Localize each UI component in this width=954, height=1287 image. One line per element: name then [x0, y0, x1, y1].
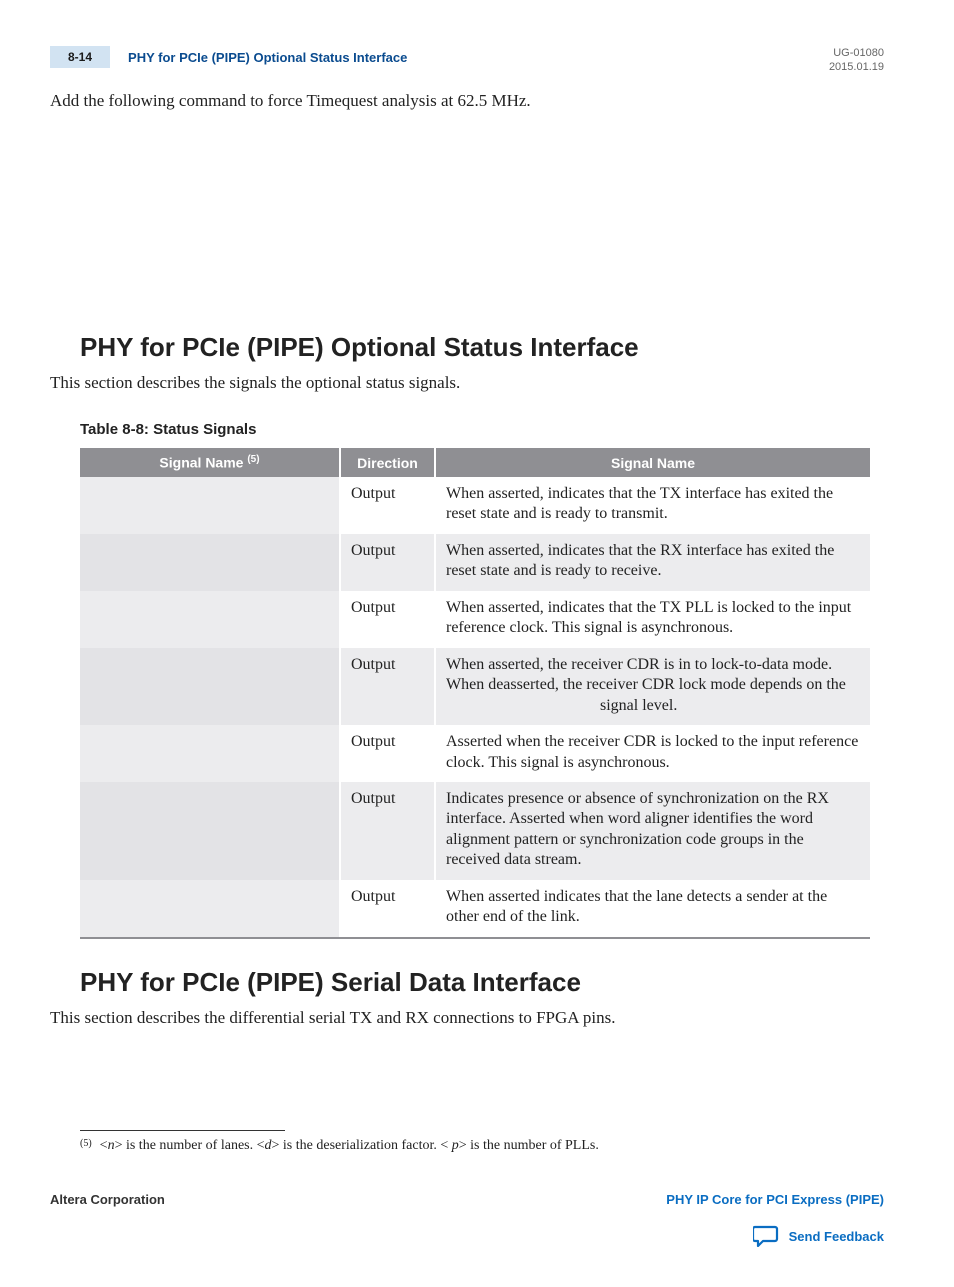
cell-description: When asserted, indicates that the TX PLL…: [435, 591, 870, 648]
footnote-rule: [80, 1130, 285, 1131]
cell-signal: [80, 477, 340, 534]
footer-corporation: Altera Corporation: [50, 1192, 165, 1207]
cell-signal: [80, 725, 340, 782]
section2-title: PHY for PCIe (PIPE) Serial Data Interfac…: [80, 967, 884, 998]
doc-date: 2015.01.19: [829, 60, 884, 74]
table-row: Output Indicates presence or absence of …: [80, 782, 870, 880]
cell-direction: Output: [340, 782, 435, 880]
cell-description: When asserted, indicates that the TX int…: [435, 477, 870, 534]
cell-signal: [80, 782, 340, 880]
cell-signal: [80, 591, 340, 648]
cell-description: When asserted indicates that the lane de…: [435, 880, 870, 937]
cell-direction: Output: [340, 534, 435, 591]
send-feedback-link[interactable]: Send Feedback: [789, 1229, 884, 1244]
cell-description: Indicates presence or absence of synchro…: [435, 782, 870, 880]
footnote-text: <n> is the number of lanes. <d> is the d…: [100, 1137, 599, 1159]
status-signals-table: Signal Name (5) Direction Signal Name Ou…: [80, 448, 870, 937]
table-row: Output When asserted indicates that the …: [80, 880, 870, 937]
cell-signal: [80, 648, 340, 725]
section1-title: PHY for PCIe (PIPE) Optional Status Inte…: [80, 332, 884, 363]
feedback-icon: [753, 1225, 779, 1247]
feedback-row: Send Feedback: [50, 1225, 884, 1247]
table-caption: Table 8-8: Status Signals: [80, 421, 884, 438]
table-header-row: Signal Name (5) Direction Signal Name: [80, 448, 870, 477]
table-bottom-rule: [80, 937, 870, 939]
cell-direction: Output: [340, 648, 435, 725]
col-header-signal: Signal Name (5): [80, 448, 340, 477]
header-left: 8-14 PHY for PCIe (PIPE) Optional Status…: [50, 46, 407, 68]
col-header-direction: Direction: [340, 448, 435, 477]
page-footer: Altera Corporation PHY IP Core for PCI E…: [50, 1192, 884, 1207]
cell-description: Asserted when the receiver CDR is locked…: [435, 725, 870, 782]
cell-direction: Output: [340, 725, 435, 782]
col-header-desc: Signal Name: [435, 448, 870, 477]
cell-signal: [80, 534, 340, 591]
table-row: Output When asserted, the receiver CDR i…: [80, 648, 870, 725]
table-row: Output When asserted, indicates that the…: [80, 534, 870, 591]
header-right: UG-01080 2015.01.19: [829, 46, 884, 75]
cell-direction: Output: [340, 477, 435, 534]
table-row: Output When asserted, indicates that the…: [80, 591, 870, 648]
cell-direction: Output: [340, 591, 435, 648]
cell-signal: [80, 880, 340, 937]
doc-id: UG-01080: [829, 46, 884, 60]
page-number: 8-14: [50, 46, 110, 68]
footer-doc-link[interactable]: PHY IP Core for PCI Express (PIPE): [666, 1192, 884, 1207]
footer-right: PHY IP Core for PCI Express (PIPE): [666, 1192, 884, 1207]
footnote: (5) <n> is the number of lanes. <d> is t…: [80, 1137, 884, 1159]
cell-description: When asserted, the receiver CDR is in to…: [435, 648, 870, 725]
table-row: Output Asserted when the receiver CDR is…: [80, 725, 870, 782]
cell-description: When asserted, indicates that the RX int…: [435, 534, 870, 591]
page-header: 8-14 PHY for PCIe (PIPE) Optional Status…: [50, 46, 884, 75]
running-title: PHY for PCIe (PIPE) Optional Status Inte…: [128, 50, 407, 65]
footnote-marker: (5): [80, 1137, 92, 1159]
cell-direction: Output: [340, 880, 435, 937]
section2-intro: This section describes the differential …: [50, 1006, 884, 1030]
intro-line: Add the following command to force Timeq…: [50, 89, 884, 113]
section1-intro: This section describes the signals the o…: [50, 371, 884, 395]
table-row: Output When asserted, indicates that the…: [80, 477, 870, 534]
